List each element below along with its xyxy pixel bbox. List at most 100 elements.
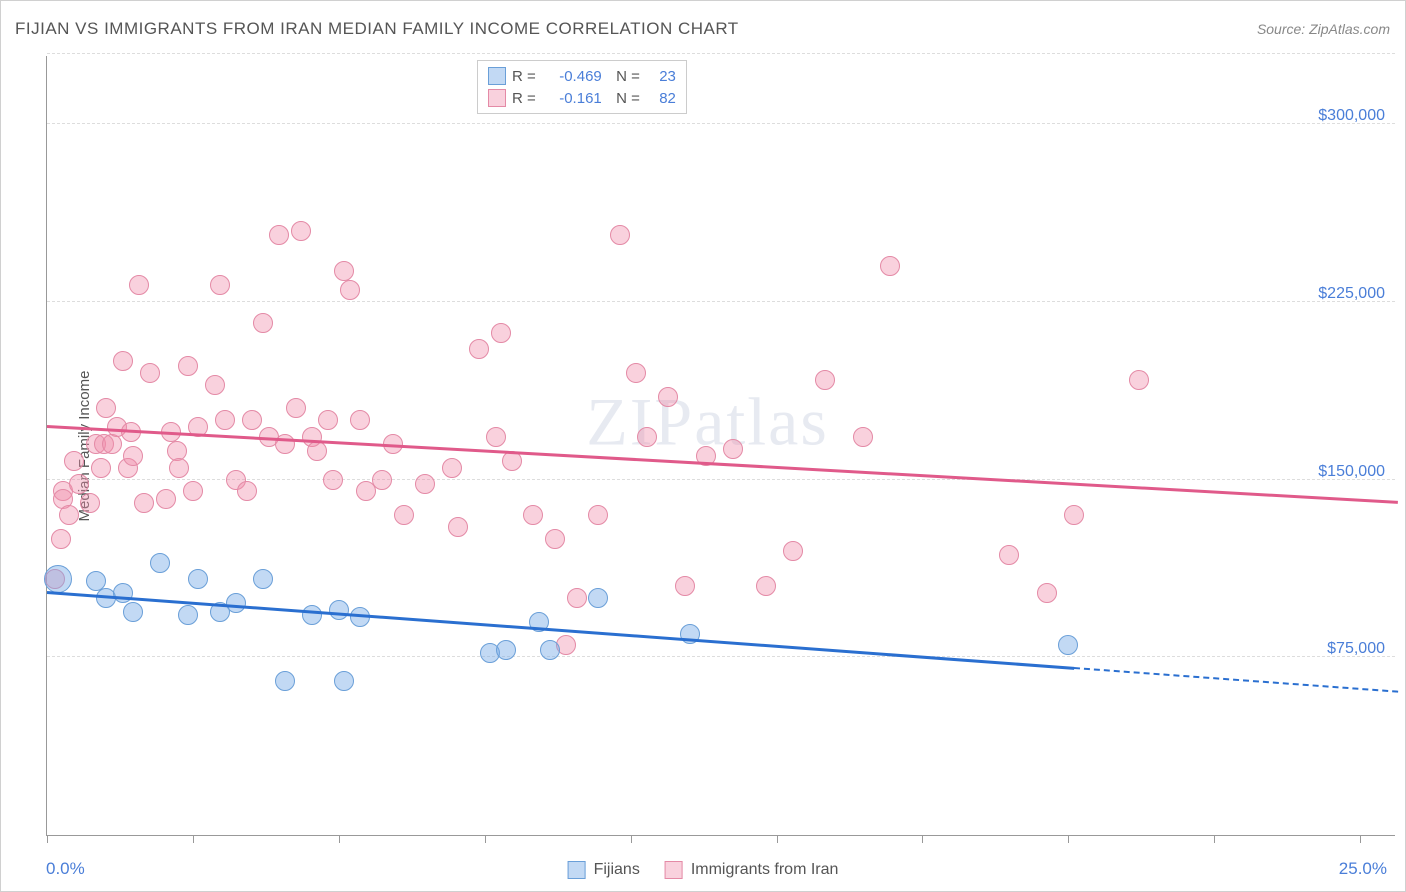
data-point-iran [307,441,327,461]
data-point-iran [123,446,143,466]
data-point-iran [567,588,587,608]
data-point-iran [610,225,630,245]
x-axis-max-label: 25.0% [1339,859,1387,879]
data-point-fijians [302,605,322,625]
stats-r-value: -0.469 [542,68,602,85]
trend-line-extrapolation [1074,667,1398,693]
x-tick [777,835,778,843]
data-point-iran [96,398,116,418]
data-point-iran [756,576,776,596]
data-point-iran [169,458,189,478]
stats-row-fijians: R = -0.469 N = 23 [486,65,678,87]
stats-n-label: N = [608,90,640,107]
x-tick [1068,835,1069,843]
data-point-iran [469,339,489,359]
data-point-iran [637,427,657,447]
data-point-iran [415,474,435,494]
data-point-iran [350,410,370,430]
data-point-iran [658,387,678,407]
data-point-iran [675,576,695,596]
data-point-iran [178,356,198,376]
data-point-iran [129,275,149,295]
data-point-iran [815,370,835,390]
data-point-iran [69,474,89,494]
legend: Fijians Immigrants from Iran [568,861,839,879]
stats-box: R = -0.469 N = 23 R = -0.161 N = 82 [477,60,687,114]
plot-area: ZIPatlas R = -0.469 N = 23 R = -0.161 N … [46,56,1395,836]
data-point-fijians [540,640,560,660]
stats-r-value: -0.161 [542,90,602,107]
data-point-iran [237,481,257,501]
swatch-fijians-icon [488,67,506,85]
stats-n-value: 23 [646,68,676,85]
data-point-iran [253,313,273,333]
x-tick [1360,835,1361,843]
data-point-iran [588,505,608,525]
stats-r-label: R = [512,90,536,107]
data-point-iran [853,427,873,447]
data-point-fijians [226,593,246,613]
x-tick [631,835,632,843]
y-tick-label: $225,000 [1318,285,1385,303]
data-point-fijians [178,605,198,625]
y-tick-label: $150,000 [1318,463,1385,481]
data-point-iran [134,493,154,513]
data-point-iran [215,410,235,430]
data-point-iran [140,363,160,383]
x-tick [922,835,923,843]
x-tick [47,835,48,843]
data-point-iran [91,458,111,478]
data-point-iran [880,256,900,276]
data-point-iran [523,505,543,525]
stats-r-label: R = [512,68,536,85]
data-point-fijians [188,569,208,589]
gridline [47,123,1395,124]
gridline [47,53,1395,54]
data-point-fijians [1058,635,1078,655]
stats-row-iran: R = -0.161 N = 82 [486,87,678,109]
y-tick-label: $300,000 [1318,107,1385,125]
data-point-iran [156,489,176,509]
data-point-iran [210,275,230,295]
data-point-iran [64,451,84,471]
chart-title: FIJIAN VS IMMIGRANTS FROM IRAN MEDIAN FA… [15,19,739,39]
stats-n-value: 82 [646,90,676,107]
source-label: Source: ZipAtlas.com [1257,21,1390,37]
data-point-fijians [113,583,133,603]
data-point-iran [486,427,506,447]
data-point-iran [394,505,414,525]
data-point-iran [286,398,306,418]
x-tick [339,835,340,843]
x-tick [1214,835,1215,843]
swatch-iran-icon [488,89,506,107]
data-point-iran [242,410,262,430]
data-point-iran [59,505,79,525]
data-point-iran [442,458,462,478]
data-point-fijians [44,565,72,593]
data-point-fijians [334,671,354,691]
data-point-iran [340,280,360,300]
data-point-fijians [253,569,273,589]
data-point-iran [1037,583,1057,603]
swatch-iran-icon [665,861,683,879]
data-point-iran [113,351,133,371]
data-point-iran [783,541,803,561]
legend-label: Fijians [594,861,640,879]
data-point-iran [183,481,203,501]
data-point-iran [545,529,565,549]
legend-item-fijians: Fijians [568,861,640,879]
data-point-iran [723,439,743,459]
swatch-fijians-icon [568,861,586,879]
data-point-iran [291,221,311,241]
data-point-iran [334,261,354,281]
gridline [47,479,1395,480]
x-tick [193,835,194,843]
data-point-iran [999,545,1019,565]
legend-label: Immigrants from Iran [691,861,839,879]
data-point-iran [51,529,71,549]
x-axis-min-label: 0.0% [46,859,85,879]
data-point-iran [269,225,289,245]
x-tick [485,835,486,843]
data-point-fijians [588,588,608,608]
y-tick-label: $75,000 [1327,640,1385,658]
